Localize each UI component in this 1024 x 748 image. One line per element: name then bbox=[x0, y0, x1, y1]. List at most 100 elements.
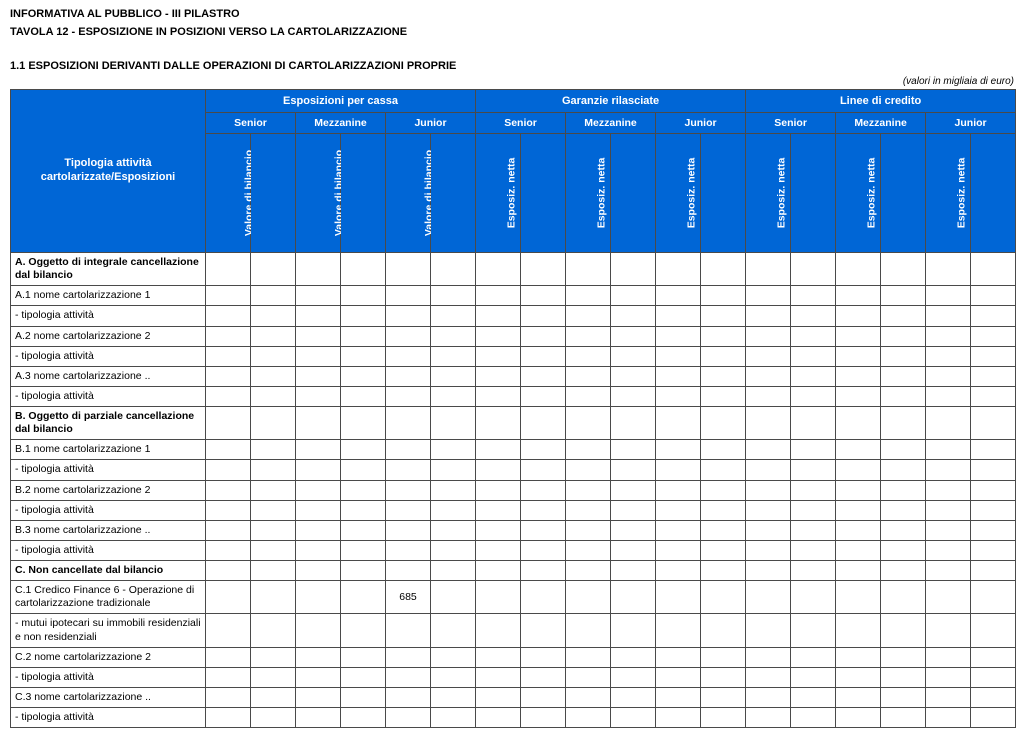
cell bbox=[881, 346, 926, 366]
cell bbox=[251, 581, 296, 614]
cell bbox=[656, 326, 701, 346]
cell bbox=[881, 326, 926, 346]
cell bbox=[971, 687, 1016, 707]
cell bbox=[476, 540, 521, 560]
cell bbox=[521, 500, 566, 520]
cell bbox=[251, 253, 296, 286]
cell bbox=[521, 561, 566, 581]
cell bbox=[746, 540, 791, 560]
cell bbox=[971, 253, 1016, 286]
cell bbox=[341, 561, 386, 581]
row-label: B.2 nome cartolarizzazione 2 bbox=[11, 480, 206, 500]
cell bbox=[746, 386, 791, 406]
cell bbox=[701, 326, 746, 346]
cell bbox=[431, 581, 476, 614]
col-header: Rettif./ripr. di valore bbox=[701, 134, 746, 253]
cell bbox=[386, 366, 431, 386]
cell bbox=[296, 407, 341, 440]
cell bbox=[476, 460, 521, 480]
cell bbox=[836, 366, 881, 386]
cell bbox=[566, 407, 611, 440]
cell bbox=[926, 326, 971, 346]
table-row: B.2 nome cartolarizzazione 2 bbox=[11, 480, 1016, 500]
cell bbox=[791, 540, 836, 560]
cell bbox=[251, 708, 296, 728]
cell bbox=[431, 687, 476, 707]
cell bbox=[656, 286, 701, 306]
cell bbox=[881, 687, 926, 707]
cell bbox=[611, 561, 656, 581]
cell bbox=[296, 647, 341, 667]
cell bbox=[476, 326, 521, 346]
cell bbox=[386, 407, 431, 440]
cell bbox=[701, 561, 746, 581]
cell bbox=[341, 500, 386, 520]
cell bbox=[251, 460, 296, 480]
cell bbox=[836, 687, 881, 707]
cell bbox=[566, 253, 611, 286]
cell bbox=[521, 366, 566, 386]
cell bbox=[971, 286, 1016, 306]
cell bbox=[386, 561, 431, 581]
cell bbox=[836, 306, 881, 326]
cell bbox=[656, 647, 701, 667]
cell bbox=[476, 708, 521, 728]
cell bbox=[521, 581, 566, 614]
cell bbox=[746, 253, 791, 286]
cell bbox=[836, 561, 881, 581]
cell bbox=[881, 500, 926, 520]
cell bbox=[656, 306, 701, 326]
cell bbox=[521, 346, 566, 366]
cell bbox=[881, 286, 926, 306]
cell bbox=[926, 667, 971, 687]
cell bbox=[206, 687, 251, 707]
row-label: A.3 nome cartolarizzazione .. bbox=[11, 366, 206, 386]
cell bbox=[386, 306, 431, 326]
cell bbox=[791, 500, 836, 520]
cell bbox=[251, 407, 296, 440]
cell bbox=[836, 581, 881, 614]
cell bbox=[701, 581, 746, 614]
cell bbox=[926, 286, 971, 306]
cell bbox=[836, 708, 881, 728]
table-row: - tipologia attività bbox=[11, 540, 1016, 560]
cell bbox=[746, 346, 791, 366]
cell bbox=[566, 480, 611, 500]
row-label: - tipologia attività bbox=[11, 460, 206, 480]
cell bbox=[476, 366, 521, 386]
cell bbox=[476, 647, 521, 667]
cell bbox=[836, 386, 881, 406]
cell bbox=[566, 326, 611, 346]
cell bbox=[251, 440, 296, 460]
cell bbox=[476, 667, 521, 687]
cell bbox=[701, 520, 746, 540]
cell bbox=[926, 614, 971, 647]
cell bbox=[656, 520, 701, 540]
cell bbox=[746, 306, 791, 326]
cell bbox=[206, 346, 251, 366]
cell bbox=[431, 326, 476, 346]
cell bbox=[611, 440, 656, 460]
table-row: - tipologia attività bbox=[11, 708, 1016, 728]
col-header: Esposiz. netta bbox=[836, 134, 881, 253]
cell bbox=[386, 667, 431, 687]
cell bbox=[206, 614, 251, 647]
cell bbox=[746, 366, 791, 386]
cell bbox=[206, 540, 251, 560]
col-header: Rettif./ripr. di valore bbox=[431, 134, 476, 253]
cell bbox=[386, 326, 431, 346]
cell bbox=[746, 708, 791, 728]
cell bbox=[521, 326, 566, 346]
cell bbox=[521, 407, 566, 440]
cell bbox=[926, 561, 971, 581]
cell bbox=[431, 647, 476, 667]
cell bbox=[611, 346, 656, 366]
table-row: C.2 nome cartolarizzazione 2 bbox=[11, 647, 1016, 667]
cell bbox=[386, 687, 431, 707]
cell bbox=[746, 407, 791, 440]
cell bbox=[971, 520, 1016, 540]
cell bbox=[611, 366, 656, 386]
col-header: Esposiz. netta bbox=[566, 134, 611, 253]
cell bbox=[836, 346, 881, 366]
cell bbox=[926, 253, 971, 286]
